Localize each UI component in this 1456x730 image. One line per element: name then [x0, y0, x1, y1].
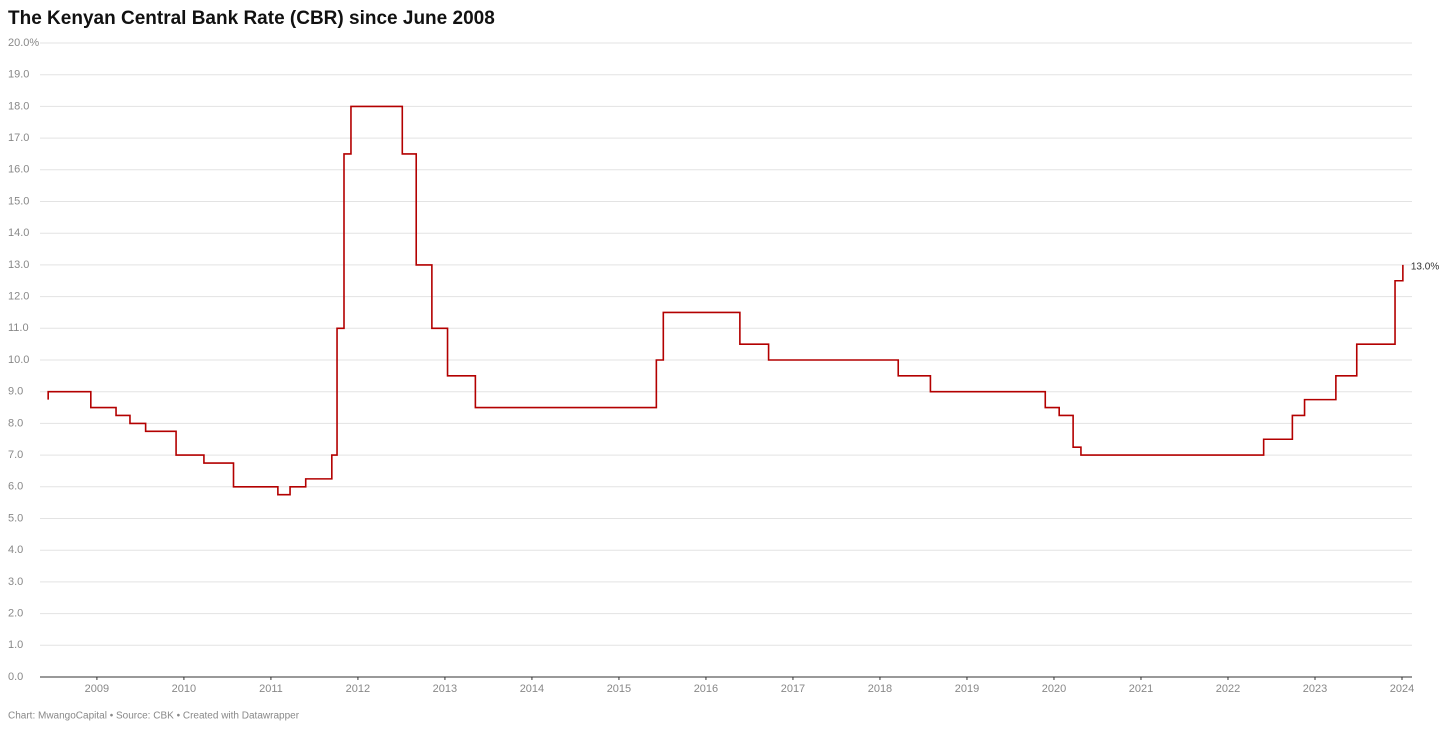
y-tick-label: 9.0 — [8, 386, 23, 398]
x-tick-label: 2014 — [520, 683, 544, 695]
x-tick-label: 2018 — [868, 683, 892, 695]
y-tick-label: 2.0 — [8, 608, 23, 620]
x-tick-label: 2023 — [1303, 683, 1327, 695]
y-tick-label: 12.0 — [8, 291, 29, 303]
x-tick-label: 2013 — [433, 683, 457, 695]
y-tick-label: 13.0 — [8, 259, 29, 271]
source-note: Chart: MwangoCapital • Source: CBK • Cre… — [8, 711, 300, 722]
y-tick-label: 0.0 — [8, 671, 23, 683]
x-tick-label: 2024 — [1390, 683, 1414, 695]
value-label: 13.0% — [1411, 262, 1439, 273]
x-tick-label: 2017 — [781, 683, 805, 695]
y-tick-label: 15.0 — [8, 195, 29, 207]
y-tick-label: 8.0 — [8, 417, 23, 429]
x-tick-label: 2016 — [694, 683, 718, 695]
y-tick-label: 19.0 — [8, 69, 29, 81]
y-tick-label: 16.0 — [8, 164, 29, 176]
y-tick-label: 17.0 — [8, 132, 29, 144]
x-tick-label: 2019 — [955, 683, 979, 695]
rate-line — [47, 105, 1404, 496]
y-tick-label: 7.0 — [8, 449, 23, 461]
y-tick-label: 3.0 — [8, 576, 23, 588]
x-tick-label: 2022 — [1216, 683, 1240, 695]
y-tick-label: 11.0 — [8, 322, 29, 334]
x-tick-label: 2020 — [1042, 683, 1066, 695]
y-tick-label: 18.0 — [8, 100, 29, 112]
x-tick-label: 2021 — [1129, 683, 1153, 695]
chart-title: The Kenyan Central Bank Rate (CBR) since… — [8, 8, 495, 29]
y-tick-label: 6.0 — [8, 481, 23, 493]
y-tick-label: 20.0% — [8, 37, 39, 49]
y-tick-label: 14.0 — [8, 227, 29, 239]
x-tick-label: 2011 — [259, 683, 283, 695]
x-tick-label: 2009 — [85, 683, 109, 695]
y-tick-label: 4.0 — [8, 544, 23, 556]
x-tick-label: 2015 — [607, 683, 631, 695]
x-tick-label: 2010 — [172, 683, 196, 695]
y-tick-label: 5.0 — [8, 512, 23, 524]
y-tick-label: 10.0 — [8, 354, 29, 366]
y-tick-label: 1.0 — [8, 639, 23, 651]
x-tick-label: 2012 — [346, 683, 370, 695]
